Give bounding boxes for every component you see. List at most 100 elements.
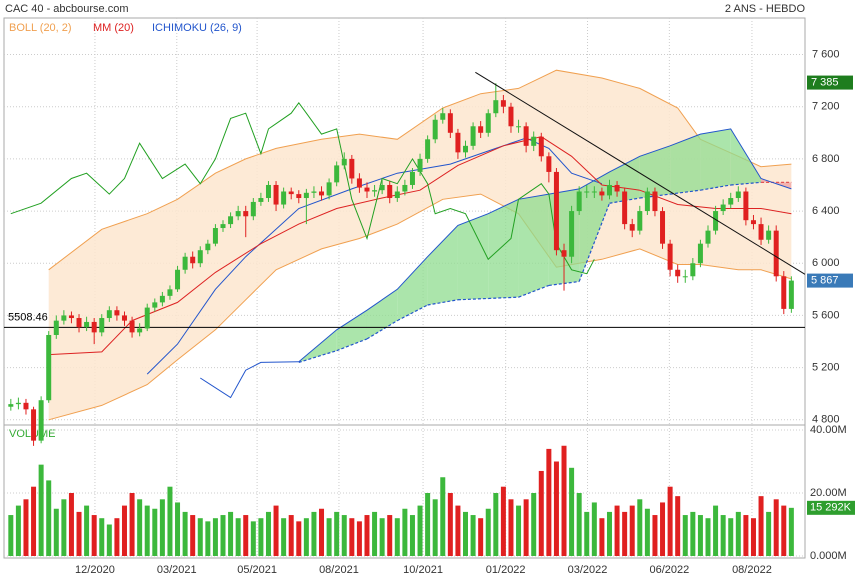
- volume-bar: [561, 445, 567, 556]
- volume-bar: [500, 486, 506, 556]
- volume-bar: [652, 515, 658, 556]
- volume-bar: [250, 521, 256, 556]
- plot: 5508.46: [4, 69, 806, 556]
- volume-bar: [212, 518, 218, 556]
- volume-tick-label: 0.000M: [810, 550, 847, 562]
- candle-body: [341, 158, 347, 166]
- candle-body: [538, 136, 544, 157]
- span-b-segment: [397, 304, 428, 322]
- span-b-segment: [336, 338, 368, 352]
- y-tick-label: 5 200: [812, 362, 840, 374]
- tenkan: [146, 137, 603, 375]
- chart-title: CAC 40 - abcbourse.com: [5, 3, 129, 15]
- candle-body: [713, 211, 719, 231]
- candle-body: [735, 191, 741, 199]
- candle-body: [84, 321, 90, 328]
- span-b-segment: [488, 296, 519, 300]
- moving-average: [48, 136, 792, 356]
- volume-bar: [220, 515, 226, 556]
- volume-bar: [591, 502, 597, 556]
- candle-body: [121, 315, 127, 321]
- candle-body: [190, 256, 196, 264]
- candle-body: [31, 409, 37, 441]
- cloud-segment: [700, 128, 731, 191]
- candle-body: [319, 191, 325, 196]
- cloud-segment: [427, 225, 458, 305]
- volume-bar: [667, 486, 673, 556]
- candle-body: [644, 191, 650, 212]
- span-b-segment: [366, 320, 398, 340]
- candle-body: [781, 276, 787, 309]
- volume-bar: [8, 515, 14, 556]
- span-b-segment: [670, 189, 701, 195]
- cloud-segment: [639, 145, 671, 199]
- candle-body: [159, 295, 165, 303]
- candle-body: [728, 198, 734, 205]
- candle-body: [705, 230, 711, 244]
- candle-body: [697, 243, 703, 264]
- volume-bar: [144, 505, 150, 556]
- candle-body: [463, 145, 469, 153]
- candle-body: [508, 106, 514, 127]
- price-tag-label: 7 385: [811, 76, 839, 88]
- candle-body: [478, 126, 484, 133]
- candle-body: [493, 100, 499, 114]
- x-tick-label: 10/2021: [403, 564, 443, 576]
- x-tick-label: 08/2021: [319, 564, 359, 576]
- volume-bar: [569, 467, 575, 556]
- volume-bar: [781, 505, 787, 556]
- candle-body: [243, 211, 249, 217]
- trend-line: [475, 71, 806, 275]
- volume-bar: [319, 508, 325, 556]
- volume-bar: [38, 464, 44, 556]
- volume-bar: [690, 511, 696, 556]
- bollinger-fill: [48, 70, 792, 420]
- volume-bar: [303, 518, 309, 556]
- candle-body: [182, 256, 188, 270]
- volume-bar: [387, 515, 393, 556]
- volume-bar: [553, 461, 559, 556]
- volume-bar: [265, 511, 271, 556]
- volume-bar: [425, 493, 431, 556]
- volume-bar: [356, 521, 362, 556]
- volume-bar: [417, 505, 423, 556]
- candle-body: [675, 269, 681, 277]
- candle-body: [606, 184, 612, 196]
- volume-bar: [538, 470, 544, 556]
- volume-bar: [15, 505, 21, 556]
- cloud-segment: [366, 289, 398, 339]
- candle-body: [53, 320, 59, 335]
- x-tick-label: 03/2021: [157, 564, 197, 576]
- candle-body: [167, 289, 173, 296]
- volume-bar: [273, 505, 279, 556]
- candle-body: [8, 404, 14, 407]
- candle-body: [599, 191, 605, 196]
- candle-body: [114, 310, 120, 316]
- candle-body: [288, 191, 294, 195]
- y-tick-label: 6 800: [812, 153, 840, 165]
- volume-bar: [644, 508, 650, 556]
- candle-body: [432, 119, 438, 140]
- volume-bar: [379, 518, 385, 556]
- volume-bar: [766, 511, 772, 556]
- volume-bar: [713, 505, 719, 556]
- candle-body: [326, 182, 332, 196]
- cloud-segment: [488, 199, 519, 299]
- candle-body: [99, 318, 105, 333]
- volume-bar: [584, 511, 590, 556]
- span-b-segment: [730, 181, 762, 186]
- span-b-segment: [457, 297, 489, 301]
- volume-bar: [296, 521, 302, 556]
- candle-body: [455, 132, 461, 153]
- candle-body: [417, 158, 423, 172]
- candle-body: [258, 198, 264, 202]
- x-tick-label: 12/2020: [75, 564, 115, 576]
- volume-bar: [697, 515, 703, 556]
- candle-body: [660, 211, 666, 244]
- volume-bar: [288, 515, 294, 556]
- candle-body: [23, 402, 29, 410]
- price-tag: [807, 273, 853, 288]
- price-tag: [807, 75, 853, 90]
- candle-body: [516, 126, 522, 128]
